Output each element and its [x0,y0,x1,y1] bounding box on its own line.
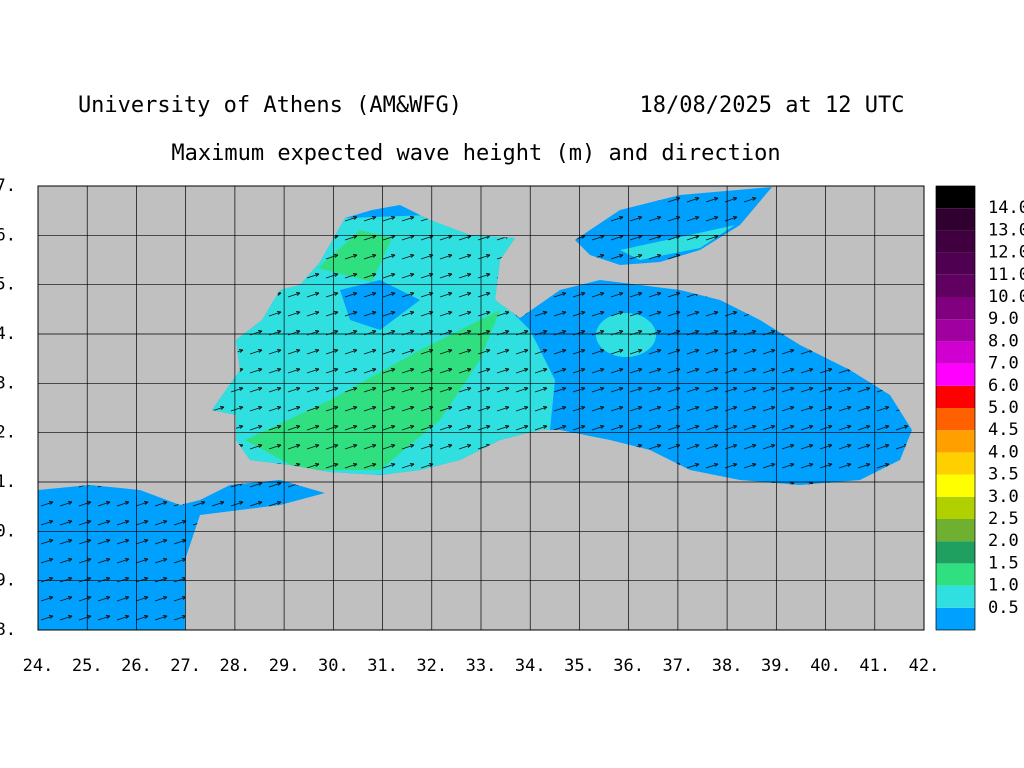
colorbar-swatch [936,474,975,497]
x-tick-label: 35. [564,656,595,676]
x-tick-label: 24. [23,656,54,676]
colorbar-label: 2.0 [988,531,1019,551]
colorbar-swatch [936,563,975,586]
x-tick-label: 33. [466,656,497,676]
grid: 24. 25. 26. 27. 28. 29. 30. 31. 32. 33. 34. 35. 36. 3… [0,176,939,676]
x-tick-label: 27. [170,656,201,676]
colorbar-swatch [936,585,975,608]
colorbar-label: 1.5 [988,553,1019,573]
x-tick-label: 42. [909,656,940,676]
y-tick-label: 41. [0,472,16,492]
y-tick-label: 39. [0,571,16,591]
colorbar-label: 2.5 [988,509,1019,529]
x-tick-label: 25. [72,656,103,676]
colorbar-label: 4.5 [988,420,1019,440]
colorbar-swatch [936,341,975,364]
colorbar-label: 5.0 [988,398,1019,418]
colorbar-label: 13.0 [988,220,1024,240]
y-tick-label: 42. [0,423,16,443]
colorbar-label: 8.0 [988,331,1019,351]
y-tick-label: 44. [0,324,16,344]
colorbar-swatch [936,297,975,320]
title-left: University of Athens (AM&WFG) [78,93,462,118]
colorbar-label: 14.0 [988,198,1024,218]
colorbar-swatch [936,274,975,297]
y-tick-label: 40. [0,521,16,541]
x-tick-label: 34. [515,656,546,676]
colorbar-label: 9.0 [988,309,1019,329]
x-tick-label: 38. [712,656,743,676]
colorbar-label: 3.5 [988,465,1019,485]
colorbar-swatch [936,408,975,431]
x-tick-label: 36. [613,656,644,676]
colorbar-swatch [936,230,975,253]
x-tick-label: 31. [367,656,398,676]
colorbar-label: 12.0 [988,243,1024,263]
colorbar: 0.51.0 1.52.02.53.03.5 4.04.55.06.07.0 8.09… [935,185,1024,631]
title-right: 18/08/2025 at 12 UTC [640,93,905,118]
y-tick-label: 46. [0,225,16,245]
colorbar-label: 3.0 [988,487,1019,507]
colorbar-swatch [936,541,975,564]
x-tick-label: 32. [416,656,447,676]
y-tick-label: 38. [0,620,16,640]
colorbar-swatch [936,496,975,519]
colorbar-swatch [936,519,975,542]
colorbar-label: 0.5 [988,598,1019,618]
x-tick-label: 30. [318,656,349,676]
y-tick-label: 45. [0,275,16,295]
colorbar-swatch [936,319,975,342]
x-tick-label: 26. [121,656,152,676]
colorbar-swatch [936,363,975,386]
colorbar-label: 7.0 [988,354,1019,374]
colorbar-label: 10.0 [988,287,1024,307]
x-tick-label: 40. [810,656,841,676]
colorbar-frame [935,185,976,631]
colorbar-swatch [936,430,975,453]
x-tick-label: 41. [859,656,890,676]
colorbar-swatch [936,208,975,231]
colorbar-swatch [936,607,975,630]
x-tick-label: 29. [269,656,300,676]
y-tick-label: 47. [0,176,16,196]
x-tick-label: 39. [761,656,792,676]
x-tick-label: 37. [663,656,694,676]
colorbar-label: 1.0 [988,576,1019,596]
subtitle: Maximum expected wave height (m) and dir… [171,141,780,166]
colorbar-swatch [936,186,975,209]
y-tick-label: 43. [0,373,16,393]
colorbar-label: 11.0 [988,265,1024,285]
colorbar-label: 6.0 [988,376,1019,396]
x-tick-label: 28. [220,656,251,676]
colorbar-label: 4.0 [988,442,1019,462]
colorbar-swatch [936,452,975,475]
colorbar-swatch [936,385,975,408]
map-frame [37,185,925,631]
colorbar-swatch [936,252,975,275]
